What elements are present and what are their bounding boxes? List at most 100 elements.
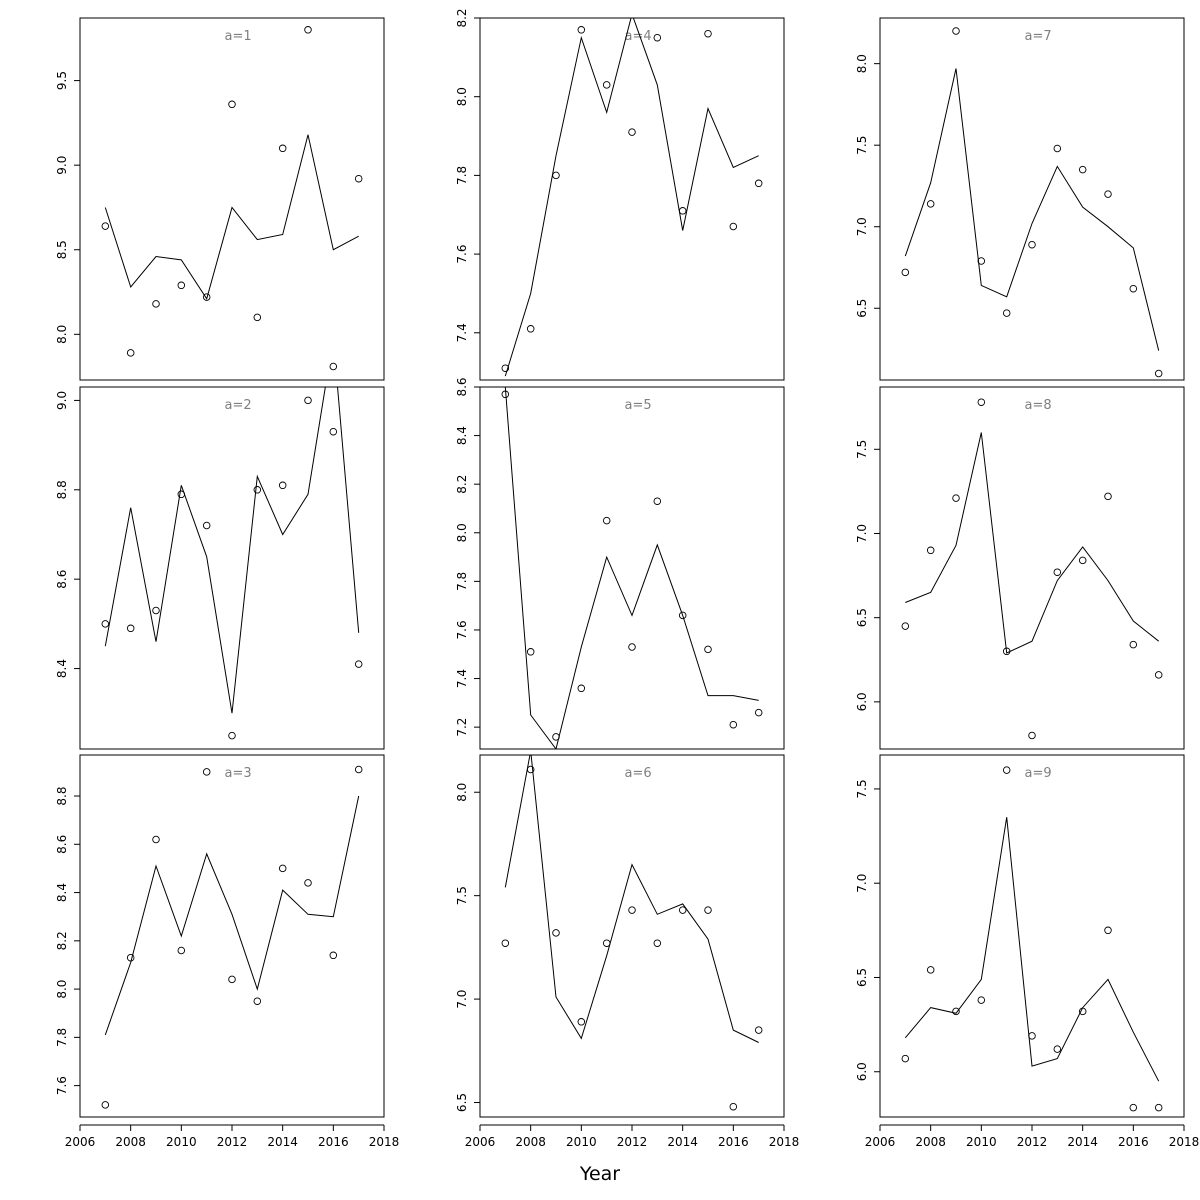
- plot-frame: [879, 754, 1185, 1118]
- data-point: [1078, 1007, 1087, 1016]
- panel-label: a=2: [225, 398, 252, 413]
- y-tick-label: 8.8: [55, 786, 69, 805]
- data-layer: [901, 398, 1163, 740]
- data-point: [577, 26, 586, 34]
- fitted-line: [104, 795, 360, 1036]
- y-tick-label: 8.6: [55, 835, 69, 854]
- y-tick-label: 7.5: [455, 886, 469, 905]
- fitted-line: [504, 18, 759, 377]
- y-tick-label: 8.2: [455, 8, 469, 27]
- y-axis: 7.4 7.6 7.8 8.0 8.2: [455, 8, 480, 342]
- data-point: [1028, 240, 1036, 249]
- data-point: [329, 951, 338, 960]
- y-tick-label: 8.0: [55, 325, 69, 344]
- y-axis: 6.0 6.5 7.0 7.5: [855, 779, 880, 1081]
- data-point: [526, 648, 535, 656]
- data-point: [552, 171, 560, 180]
- panel-label: a=1: [225, 29, 252, 44]
- fitted-line: [504, 755, 759, 1043]
- data-point: [501, 390, 510, 399]
- x-tick-label: 2006: [865, 1135, 896, 1149]
- y-axis: 7.6 7.8 8.0 8.2 8.4 8.6 8.8: [55, 786, 80, 1095]
- plot-frame: [79, 754, 385, 1118]
- panel-label: a=9: [1025, 766, 1052, 781]
- y-tick-label: 7.5: [855, 779, 869, 798]
- data-point: [678, 906, 687, 914]
- x-tick-label: 2012: [1017, 1135, 1048, 1149]
- data-point: [729, 222, 738, 231]
- fitted-line: [104, 387, 360, 714]
- data-point: [202, 768, 211, 776]
- data-point: [501, 364, 510, 372]
- data-point: [177, 281, 186, 290]
- data-point: [202, 521, 211, 530]
- data-point: [304, 879, 312, 887]
- data-point: [1154, 369, 1163, 378]
- x-axis-title: Year: [579, 1163, 620, 1185]
- data-point: [628, 906, 636, 914]
- x-tick-label: 2010: [966, 1135, 997, 1149]
- x-tick-label: 2018: [369, 1135, 400, 1149]
- data-point: [926, 200, 935, 208]
- data-layer: [101, 387, 363, 740]
- data-point: [253, 997, 262, 1005]
- y-tick-label: 8.2: [455, 475, 469, 494]
- data-point: [126, 953, 135, 962]
- data-point: [704, 29, 712, 38]
- y-tick-label: 8.0: [855, 54, 869, 73]
- panel-8: 6.0 6.5 7.0 7.5 a=8: [855, 386, 1185, 750]
- fitted-line: [904, 817, 1160, 1082]
- data-point: [1129, 1103, 1138, 1112]
- y-axis: 8.0 8.5 9.0 9.5: [55, 71, 80, 344]
- data-point: [253, 486, 262, 494]
- plot-frame: [479, 754, 785, 1118]
- y-tick-label: 8.4: [455, 426, 469, 445]
- data-point: [704, 906, 712, 914]
- y-axis: 6.5 7.0 7.5 8.0: [855, 54, 880, 318]
- data-layer: [101, 765, 363, 1109]
- x-tick-label: 2008: [515, 1135, 546, 1149]
- data-point: [278, 144, 287, 153]
- data-point: [354, 660, 363, 668]
- y-tick-label: 8.2: [55, 931, 69, 950]
- data-point: [977, 257, 986, 265]
- fitted-line: [504, 387, 759, 749]
- data-point: [101, 222, 110, 230]
- y-tick-label: 7.8: [455, 166, 469, 185]
- plot-frame: [79, 17, 385, 381]
- data-point: [926, 546, 935, 555]
- data-point: [1028, 731, 1036, 740]
- x-axis: 2006 2008 2010 2012 2014 2016 2018: [65, 1124, 400, 1149]
- y-tick-label: 8.0: [455, 87, 469, 106]
- data-layer: [901, 766, 1163, 1112]
- data-point: [754, 1026, 763, 1034]
- y-tick-label: 7.8: [55, 1028, 69, 1047]
- plot-frame: [479, 17, 785, 381]
- plot-frame: [79, 386, 385, 750]
- panel-label: a=6: [625, 766, 652, 781]
- y-tick-label: 7.6: [455, 620, 469, 639]
- data-point: [1129, 640, 1138, 649]
- data-point: [501, 939, 510, 947]
- data-point: [228, 975, 236, 984]
- x-tick-label: 2008: [915, 1135, 946, 1149]
- y-tick-label: 9.0: [55, 156, 69, 175]
- data-point: [952, 1007, 960, 1016]
- data-point: [901, 268, 910, 277]
- data-point: [754, 708, 763, 717]
- data-point: [1078, 165, 1087, 174]
- x-tick-label: 2008: [115, 1135, 146, 1149]
- data-point: [602, 81, 611, 89]
- data-layer: [901, 27, 1163, 378]
- data-point: [1078, 556, 1087, 565]
- panel-label: a=8: [1025, 398, 1052, 413]
- data-point: [926, 966, 935, 974]
- data-point: [1053, 144, 1062, 153]
- data-point: [1053, 1045, 1062, 1053]
- y-axis: 6.5 7.0 7.5 8.0: [455, 783, 480, 1112]
- y-tick-label: 8.4: [55, 883, 69, 902]
- y-tick-label: 8.8: [55, 480, 69, 499]
- plot-frame: [879, 17, 1185, 381]
- x-tick-label: 2010: [566, 1135, 597, 1149]
